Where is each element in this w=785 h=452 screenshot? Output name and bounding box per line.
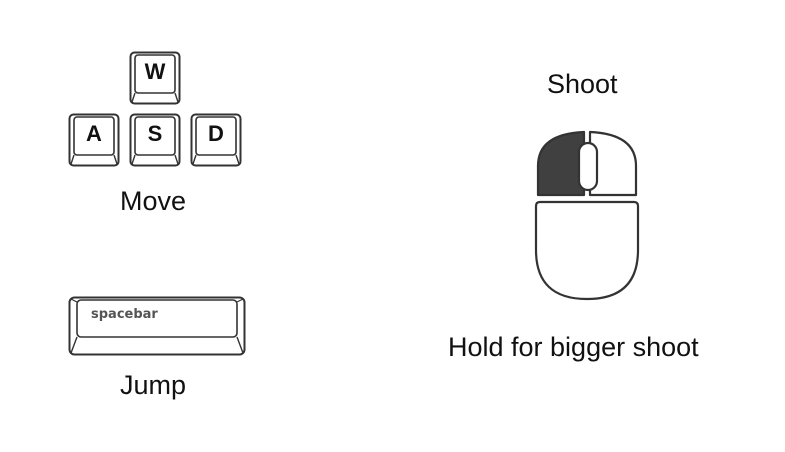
- shoot-label: Shoot: [547, 69, 618, 99]
- spacebar-key-label: spacebar: [91, 307, 158, 322]
- s-key-label: S: [147, 121, 163, 146]
- spacebar-key-icon: spacebar: [68, 296, 246, 356]
- mouse-icon: [532, 128, 642, 303]
- a-key-label: A: [86, 121, 102, 146]
- hold-for-bigger-shoot-label: Hold for bigger shoot: [448, 332, 699, 362]
- w-key-label: W: [144, 59, 166, 84]
- d-key-label: D: [208, 121, 224, 146]
- move-label: Move: [120, 186, 187, 216]
- s-key-icon: S: [129, 113, 181, 167]
- a-key-icon: A: [68, 113, 120, 167]
- d-key-icon: D: [190, 113, 242, 167]
- jump-label: Jump: [120, 370, 187, 400]
- w-key-icon: W: [129, 51, 181, 105]
